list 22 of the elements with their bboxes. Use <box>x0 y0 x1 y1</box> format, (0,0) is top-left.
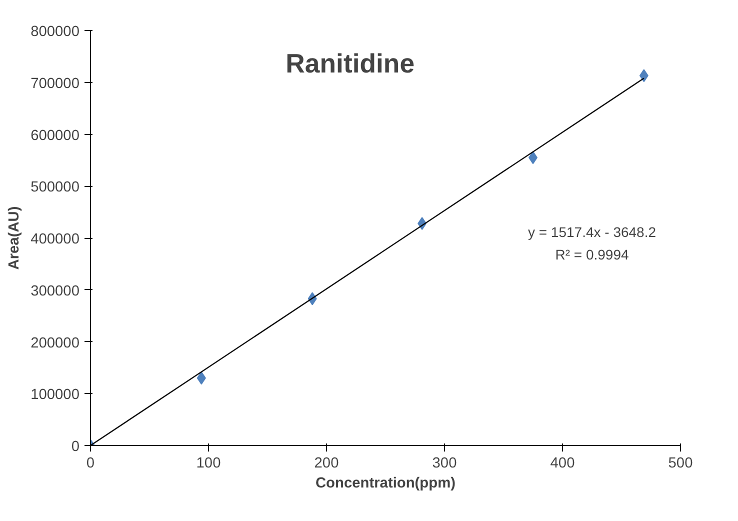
y-tick-label: 800000 <box>30 24 80 40</box>
y-axis-title: Area(AU) <box>6 206 23 270</box>
annotation: y = 1517.4x - 3648.2 <box>528 224 656 240</box>
x-axis-title: Concentration(ppm) <box>315 476 456 492</box>
text: Ranitidine <box>286 48 415 79</box>
y-tick-label: 700000 <box>30 76 80 92</box>
y-tick-label: 500000 <box>30 180 80 196</box>
x-tick-label: 500 <box>668 456 693 472</box>
y-tick-label: 200000 <box>30 335 80 352</box>
x-tick-label: 400 <box>550 456 575 472</box>
y-tick-label: 100000 <box>30 387 80 404</box>
point <box>639 69 648 82</box>
y-tick-label: 300000 <box>30 283 80 300</box>
point <box>196 372 206 385</box>
y-tick-label: 400000 <box>30 232 80 248</box>
y-tick-label: 600000 <box>30 128 80 144</box>
x-tick-label: 300 <box>432 456 457 472</box>
x-tick-label: 0 <box>86 456 95 472</box>
x-tick-label: 100 <box>196 456 221 472</box>
x-tick-label: 200 <box>314 456 339 472</box>
y-tick-label: 0 <box>71 439 80 455</box>
annotation: R² = 0.9994 <box>555 246 629 263</box>
